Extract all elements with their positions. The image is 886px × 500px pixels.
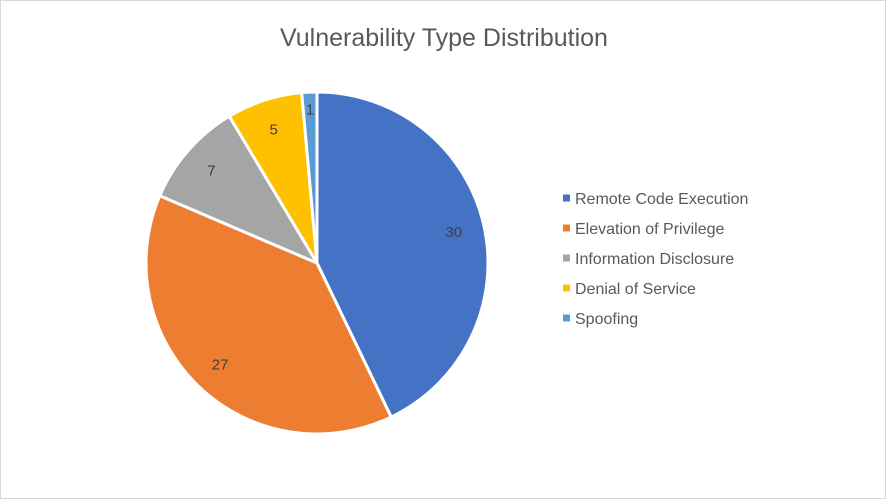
- data-label-elevation-of-privilege: 27: [212, 356, 229, 373]
- legend-label-information-disclosure: Information Disclosure: [575, 251, 734, 268]
- pie-slice-spoofing: [300, 90, 319, 265]
- legend-label-elevation-of-privilege: Elevation of Privilege: [575, 221, 725, 238]
- legend-marker-information-disclosure: [563, 254, 570, 262]
- data-label-denial-of-service: 5: [269, 122, 277, 139]
- pie-slice-information-disclosure: [158, 114, 319, 265]
- legend-label-denial-of-service: Denial of Service: [575, 281, 696, 298]
- legend-marker-remote-code-execution: [563, 194, 570, 202]
- pie-slices: [144, 90, 490, 436]
- legend-label-remote-code-execution: Remote Code Execution: [575, 191, 748, 208]
- legend-marker-spoofing: [563, 314, 570, 322]
- pie-slice-remote-code-execution: [315, 90, 490, 419]
- data-labels: 30 27 7 5 1: [207, 101, 462, 373]
- chart-title: Vulnerability Type Distribution: [280, 24, 608, 52]
- legend-marker-elevation-of-privilege: [563, 224, 570, 232]
- data-label-remote-code-execution: 30: [445, 224, 462, 241]
- pie-slice-elevation-of-privilege: [144, 194, 393, 436]
- legend: Remote Code Execution Elevation of Privil…: [563, 191, 748, 328]
- legend-label-spoofing: Spoofing: [575, 311, 638, 328]
- data-label-information-disclosure: 7: [207, 163, 215, 180]
- legend-marker-denial-of-service: [563, 284, 570, 292]
- data-label-spoofing: 1: [306, 101, 314, 118]
